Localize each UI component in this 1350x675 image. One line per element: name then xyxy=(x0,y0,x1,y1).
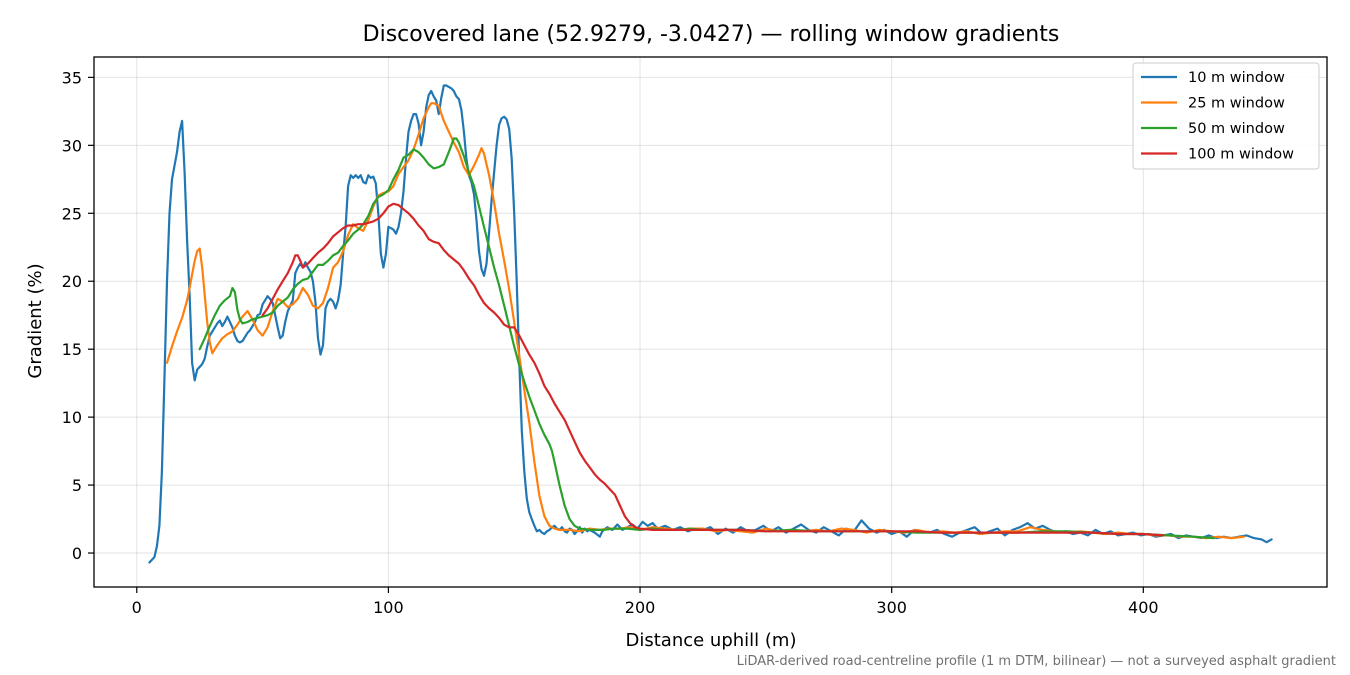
x-tick-label: 200 xyxy=(625,598,656,617)
y-tick-label: 30 xyxy=(62,136,82,155)
chart-title: Discovered lane (52.9279, -3.0427) — rol… xyxy=(363,22,1060,47)
legend-label-2: 25 m window xyxy=(1188,96,1285,112)
plot-frame xyxy=(93,56,1328,588)
x-tick-label: 0 xyxy=(132,598,142,617)
y-tick-label: 25 xyxy=(62,204,82,223)
x-axis-label: Distance uphill (m) xyxy=(626,630,797,651)
y-tick-label: 5 xyxy=(72,476,82,495)
legend-label-3: 50 m window xyxy=(1188,121,1285,137)
y-tick-label: 15 xyxy=(62,340,82,359)
y-tick-label: 20 xyxy=(62,272,82,291)
legend-label-1: 10 m window xyxy=(1188,70,1285,86)
y-axis-label: Gradient (%) xyxy=(25,263,46,378)
footnote: LiDAR-derived road-centreline profile (1… xyxy=(737,654,1336,669)
x-tick-label: 100 xyxy=(373,598,404,617)
series-line-2 xyxy=(165,102,1246,540)
y-tick-label: 35 xyxy=(62,68,82,87)
legend-label-4: 100 m window xyxy=(1188,147,1294,163)
y-tick-label: 10 xyxy=(62,408,82,427)
legend-box xyxy=(1132,62,1320,170)
series-line-4 xyxy=(261,202,1165,537)
series-line-3 xyxy=(198,137,1215,540)
axis-ticks: 0 100 200 300 400 0 5 10 15 20 25 30 35 xyxy=(62,68,1159,617)
x-tick-label: 300 xyxy=(876,598,907,617)
y-tick-label: 0 xyxy=(72,544,82,563)
series-lines xyxy=(148,84,1273,564)
legend: 10 m window 25 m window 50 m window 100 m w… xyxy=(1132,62,1320,170)
series-line-1 xyxy=(148,84,1273,564)
x-tick-label: 400 xyxy=(1128,598,1159,617)
grid-lines xyxy=(94,57,1327,587)
